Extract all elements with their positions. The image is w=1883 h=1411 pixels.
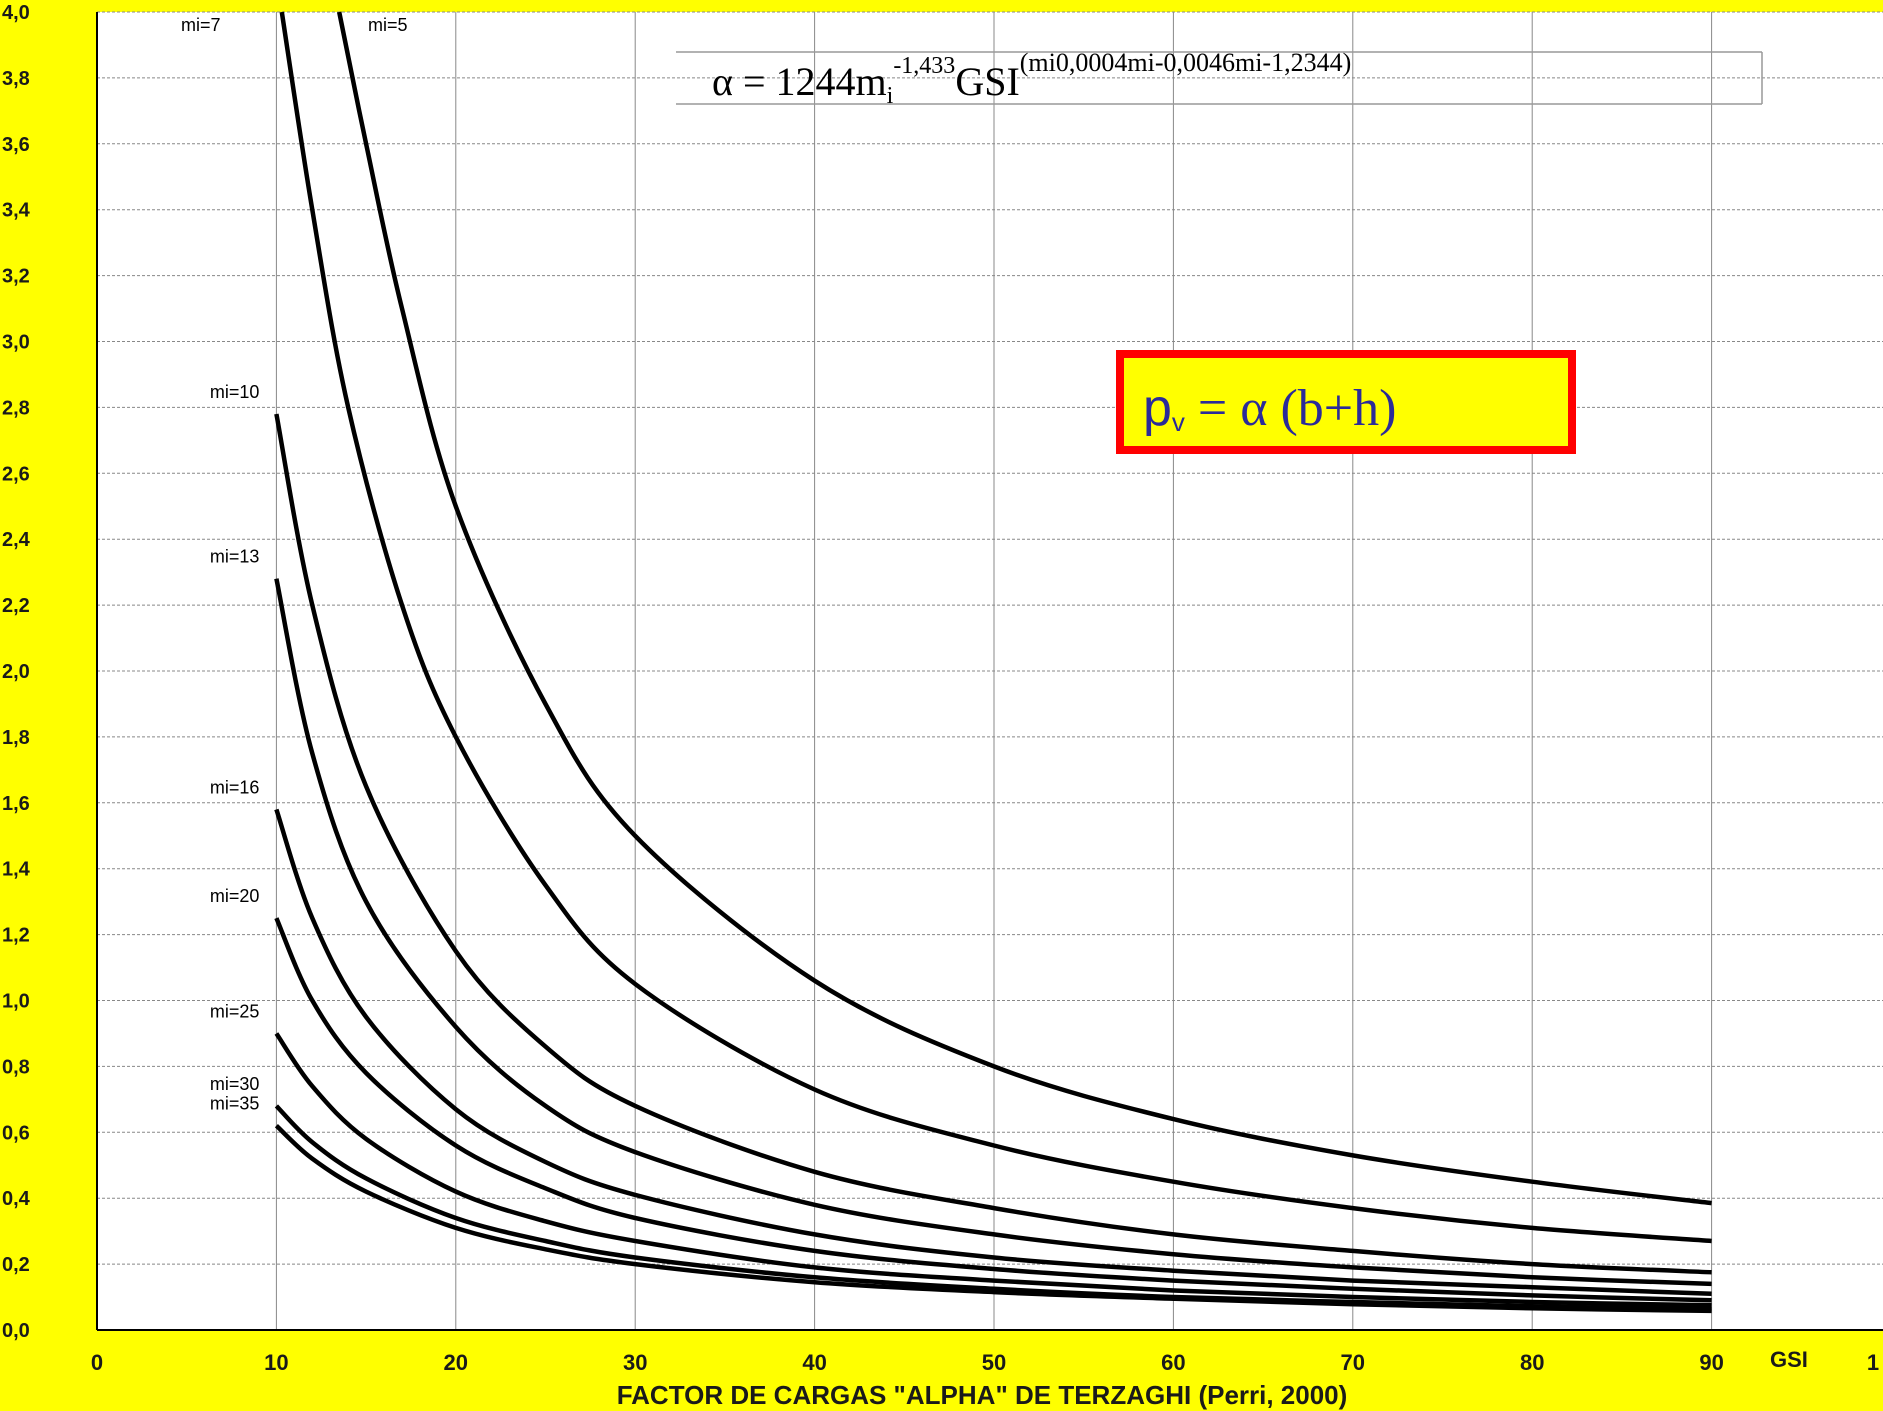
curve-mi-5 [336,11,1712,1206]
x-tick-label: 0 [91,1350,103,1375]
curve-mi-20 [274,917,1712,1303]
curve-label-mi-20: mi=20 [210,886,260,906]
formula-mid: GSI [955,59,1019,104]
gridlines [96,11,1883,1331]
y-tick-label: 3,2 [2,266,30,288]
curve-mi-16 [274,808,1712,1297]
curve-label-mi-10: mi=10 [210,382,260,402]
curve-label-mi-16: mi=16 [210,777,260,797]
y-tick-label: 0,4 [2,1188,31,1210]
pv-annotation: pv = α (b+h) [1116,350,1576,454]
formula-lhs: α = 1244m [712,59,887,104]
curve-labels: mi=7 mi=5 mi=10 mi=13 mi=16 mi=20 mi=25 mi=30mi… [181,15,408,1114]
curve-mi-25 [274,1032,1712,1308]
pv-text: pv = α (b+h) [1143,379,1396,437]
x-tick-label: 70 [1341,1350,1365,1375]
y-tick-label: 1,8 [2,727,30,749]
y-tick-label: 0,6 [2,1122,30,1144]
x-tick-label: 20 [444,1350,468,1375]
formula-text: α = 1244mi -1,433GSI(mi0,0004mi-0,0046mi-… [712,48,1351,109]
x-tick-label: 40 [802,1350,826,1375]
pv-p: p [1143,379,1172,437]
y-tick-label: 2,0 [2,661,30,683]
y-tick-label: 0,2 [2,1254,30,1276]
curve-mi-35 [274,1124,1712,1314]
y-tick-labels: 0,0 0,2 0,4 0,6 0,8 1,0 1,2 1,4 1,6 1,8 2,0 2,2 2,4 2… [2,2,31,1342]
curve-label-mi-35: mi=35 [210,1094,260,1114]
curve-mi-10 [274,413,1712,1275]
y-tick-label: 1,6 [2,793,30,815]
y-tick-label: 0,8 [2,1056,30,1078]
x-tick-label: 60 [1161,1350,1185,1375]
curve-label-mi-30: mi=30 [210,1074,260,1094]
x-tick-label: 90 [1699,1350,1723,1375]
formula-exp1: -1,433 [893,53,955,79]
curves [274,11,1712,1314]
y-tick-label: 2,4 [2,529,31,551]
y-tick-label: 3,6 [2,134,30,156]
y-tick-label: 3,0 [2,332,30,354]
curve-label-mi-5: mi=5 [368,15,408,35]
curve-label-mi-7: mi=7 [181,15,221,35]
formula-exp2: (mi0,0004mi-0,0046mi-1,2344) [1020,48,1351,77]
y-tick-label: 1,2 [2,925,30,947]
pv-rest: = α (b+h) [1185,380,1397,437]
formula-sub: i [887,83,894,109]
curve-label-mi-25: mi=25 [210,1001,260,1021]
x-tick-label: 80 [1520,1350,1544,1375]
x-tick-label: 1 [1867,1350,1879,1375]
pv-sub: v [1172,407,1185,437]
y-tick-label: 4,0 [2,2,30,24]
x-tick-label: 10 [264,1350,288,1375]
curve-label-mi-13: mi=13 [210,547,260,567]
y-tick-label: 1,0 [2,991,30,1013]
y-tick-label: 2,8 [2,397,30,419]
x-tick-label: 50 [982,1350,1006,1375]
y-tick-label: 2,2 [2,595,30,617]
curve-mi-7 [279,11,1712,1244]
x-tick-labels: 0 10 20 30 40 50 60 70 80 90 1 [91,1350,1879,1375]
y-tick-label: 2,6 [2,463,30,485]
y-tick-label: 3,8 [2,68,30,90]
x-tick-label: 30 [623,1350,647,1375]
formula-box: α = 1244mi -1,433GSI(mi0,0004mi-0,0046mi-… [676,48,1763,109]
curve-mi-13 [274,578,1712,1287]
y-tick-label: 3,4 [2,200,31,222]
x-axis-label: FACTOR DE CARGAS "ALPHA" DE TERZAGHI (Pe… [617,1380,1348,1410]
y-tick-label: 0,0 [2,1320,30,1342]
y-tick-label: 1,4 [2,859,31,881]
x-axis-name: GSI [1770,1347,1808,1372]
